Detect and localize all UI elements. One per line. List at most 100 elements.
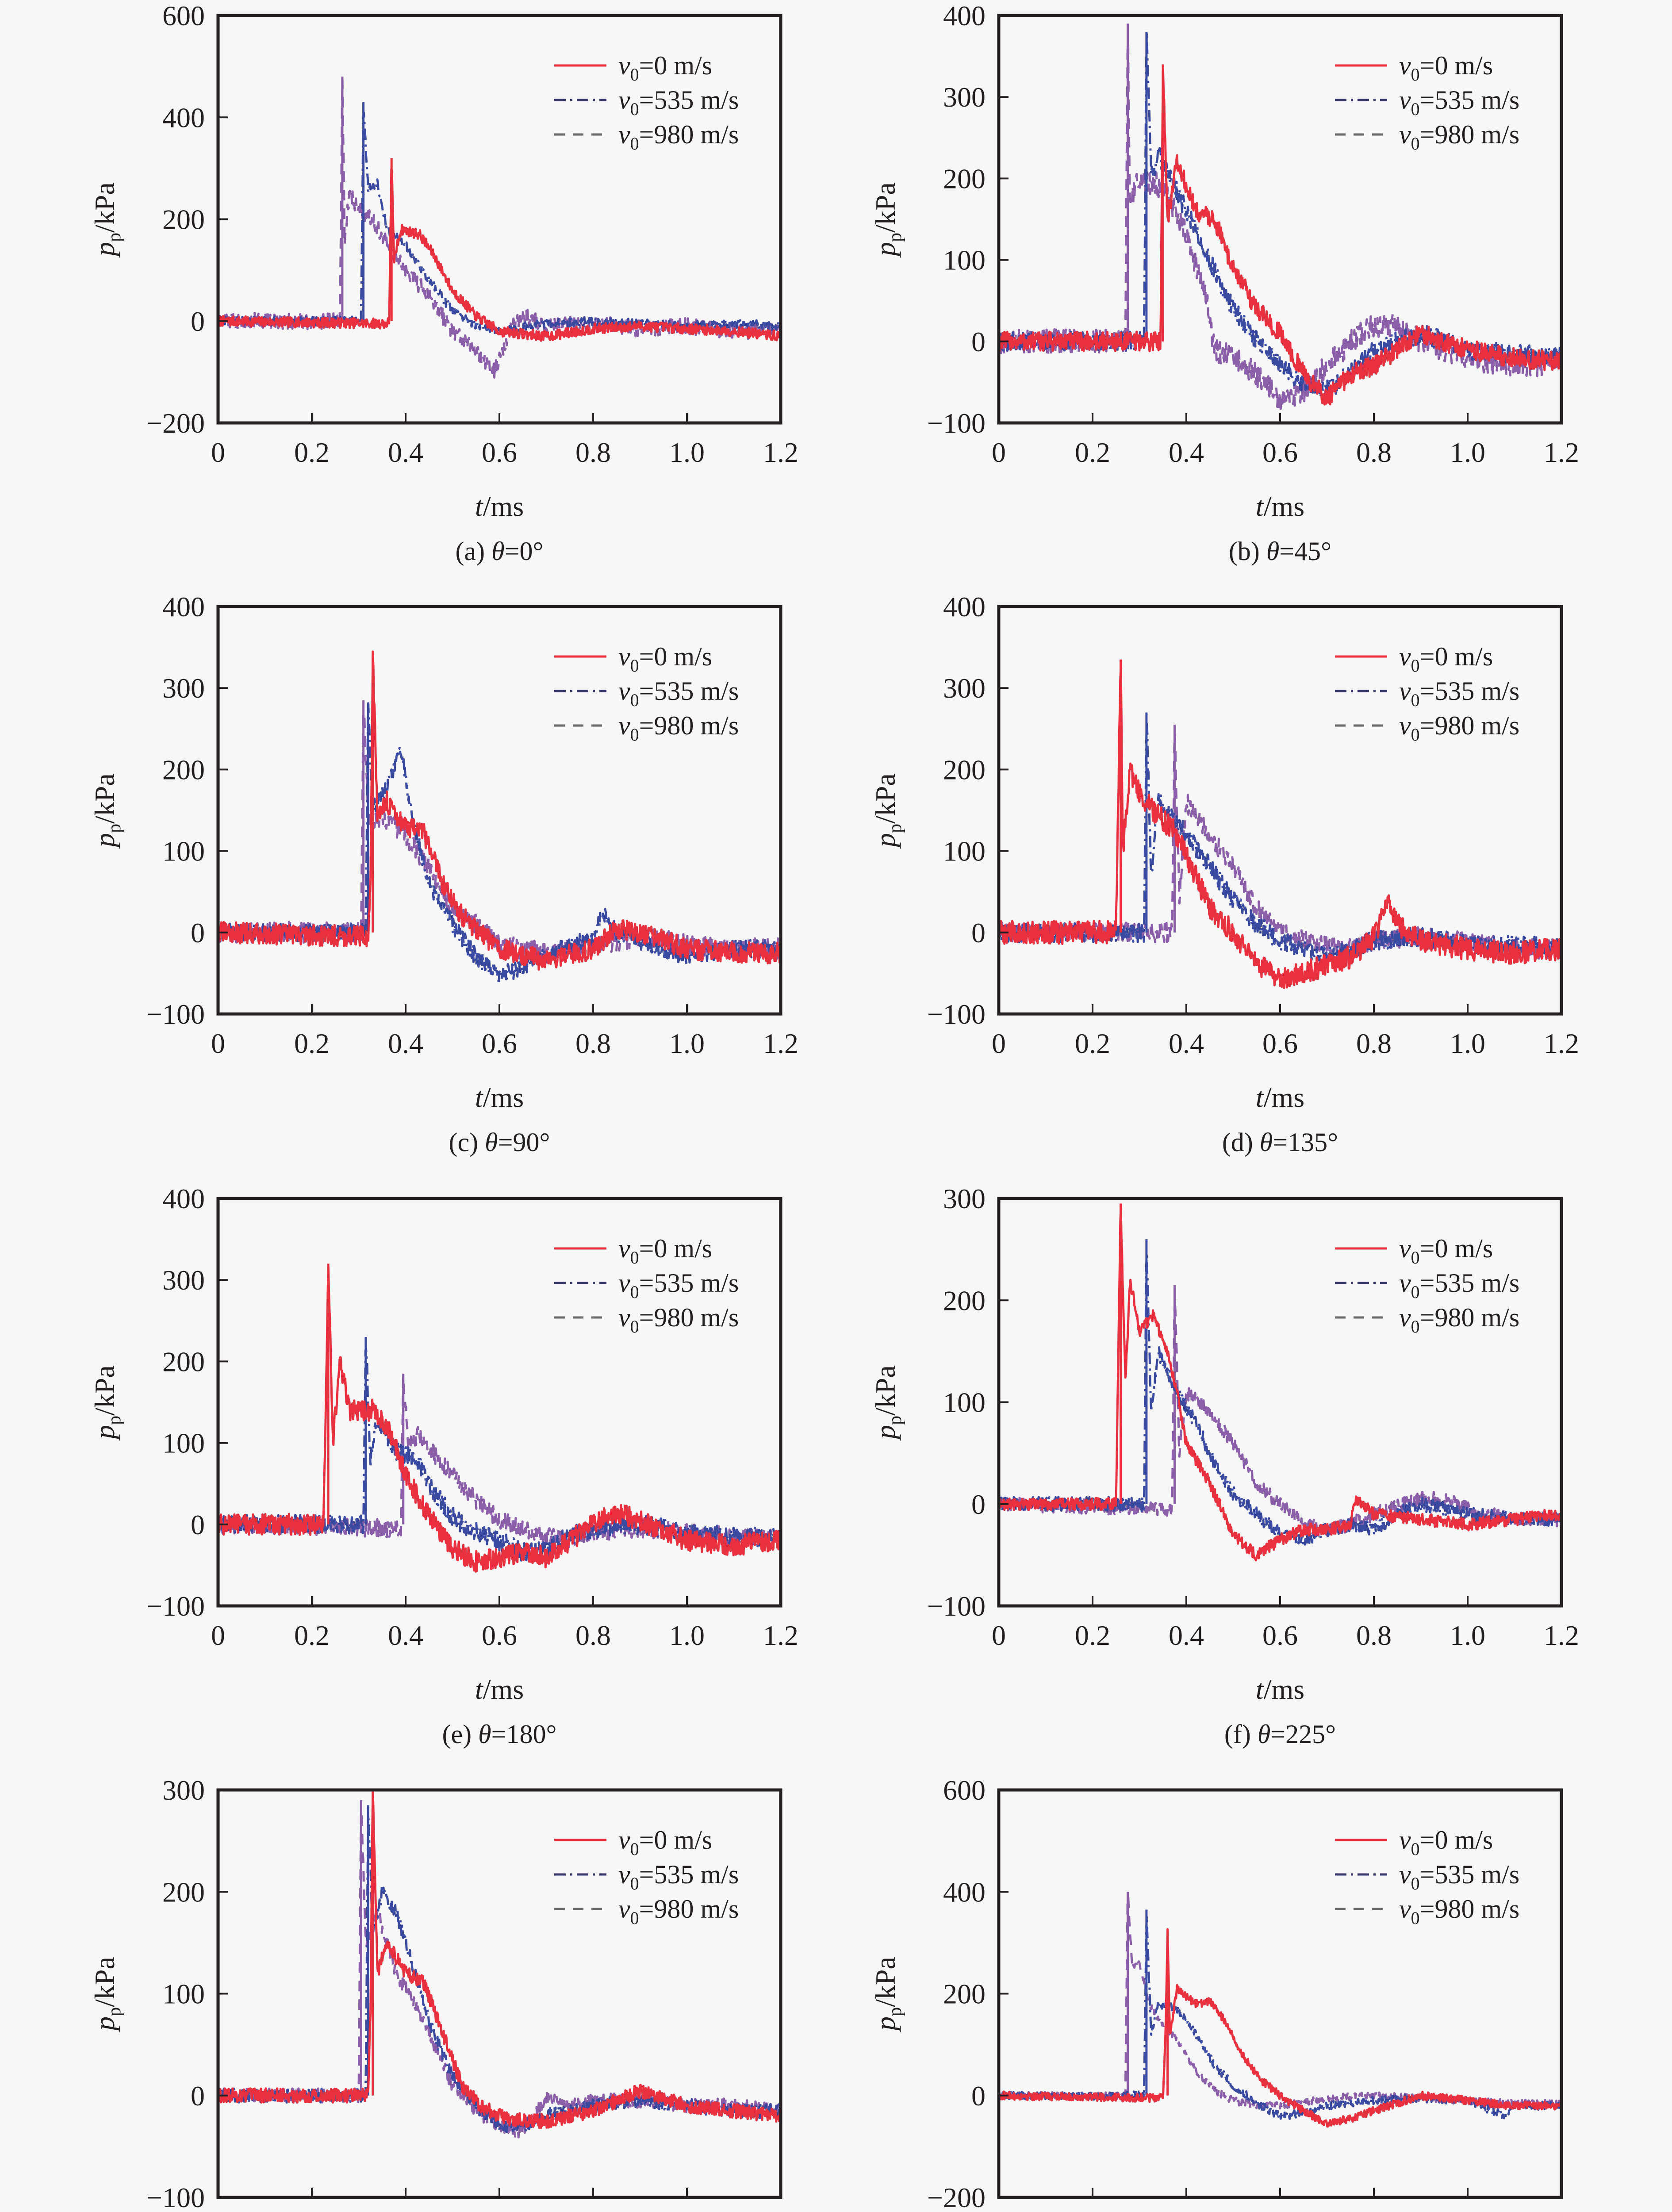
legend-label-v535: v0=535 m/s xyxy=(618,85,739,119)
series-line-v0 xyxy=(218,650,781,971)
x-tick-label: 0 xyxy=(992,2211,1006,2212)
x-tick-label: 1.0 xyxy=(669,1028,705,1059)
x-tick-label: 0 xyxy=(211,1028,225,1059)
x-tick-label: 0.8 xyxy=(575,437,611,468)
series-line-v535 xyxy=(999,721,1561,964)
series-line-v0 xyxy=(999,1928,1561,2128)
series-group xyxy=(999,659,1561,989)
series-line-v0 xyxy=(999,667,1561,989)
subplot-h: 00.20.40.60.81.01.2−2000200400600t/mspp/… xyxy=(870,1774,1579,2212)
x-tick-label: 0.6 xyxy=(482,2211,517,2212)
subplot-b: 0 0.2 0.4 0.6 0.8 1.0 1.2−1000100200300400t/ms… xyxy=(870,0,1579,566)
legend-label-v0: v0=0 m/s xyxy=(1399,1825,1493,1859)
series-line-v980 xyxy=(999,1895,1561,2111)
y-tick-label: 400 xyxy=(162,102,205,133)
x-tick-label: 0 xyxy=(211,437,225,468)
x-tick-label: 0.2 xyxy=(294,2211,330,2212)
y-tick-label: 100 xyxy=(943,836,986,867)
legend-label-v980: v0=980 m/s xyxy=(618,711,739,745)
x-tick-label: 0.6 xyxy=(1262,437,1298,468)
series-line-v535 xyxy=(999,31,1561,400)
y-tick-label: 600 xyxy=(943,1774,986,1806)
legend-label-v535: v0=535 m/s xyxy=(618,1268,739,1302)
x-axis-label: t/ms xyxy=(1256,1674,1304,1705)
x-tick-label: 0.6 xyxy=(1262,1028,1298,1059)
x-tick-label: 0.4 xyxy=(1169,2211,1204,2212)
x-tick-label: 0.2 xyxy=(1075,437,1110,468)
y-axis-label: pp/kPa xyxy=(89,1957,125,2032)
series-line-v0 xyxy=(999,68,1561,406)
subplot-f: 0 0.2 0.4 0.6 0.8 1.0 1.2−1000100200300t/mspp/… xyxy=(870,1183,1579,1749)
series-line-v980 xyxy=(218,713,781,964)
y-tick-label: 300 xyxy=(943,1183,986,1214)
x-tick-label: 1.0 xyxy=(1450,2211,1485,2212)
y-tick-label: 200 xyxy=(162,1346,205,1377)
x-tick-label: 1.2 xyxy=(763,2211,798,2212)
legend: v0=0 m/sv0=535 m/sv0=980 m/s xyxy=(1335,51,1519,154)
x-tick-label: 0.6 xyxy=(1262,2211,1298,2212)
x-tick-label: 0.4 xyxy=(1169,437,1204,468)
subplot-caption: (c) θ=90° xyxy=(449,1128,550,1157)
x-tick-label: 0.8 xyxy=(1356,437,1392,468)
x-tick-label: 1.2 xyxy=(1544,2211,1579,2212)
legend-label-v0: v0=0 m/s xyxy=(1399,1234,1493,1267)
y-tick-label: 200 xyxy=(943,1978,986,2010)
series-group xyxy=(218,1263,781,1573)
x-tick-label: 1.2 xyxy=(1544,1028,1579,1059)
legend: v0=0 m/sv0=535 m/sv0=980 m/s xyxy=(554,1825,739,1928)
x-tick-label: 0.4 xyxy=(1169,1028,1204,1059)
y-tick-label: 0 xyxy=(971,2080,986,2112)
legend: v0=0 m/sv0=535 m/sv0=980 m/s xyxy=(554,51,739,154)
y-axis-label: pp/kPa xyxy=(870,182,905,258)
x-tick-label: 0.8 xyxy=(1356,1028,1392,1059)
y-tick-label: 0 xyxy=(191,1509,205,1540)
y-tick-label: 0 xyxy=(971,917,986,949)
legend-label-v980: v0=980 m/s xyxy=(618,1303,739,1336)
legend: v0=0 m/sv0=535 m/sv0=980 m/s xyxy=(554,1234,739,1336)
y-tick-label: 400 xyxy=(162,591,205,622)
subplot-e: 0 0.2 0.4 0.6 0.8 1.0 1.2−1000100200300400t/ms… xyxy=(89,1183,798,1749)
x-tick-label: 0.2 xyxy=(294,1620,330,1651)
x-tick-label: 0.8 xyxy=(1356,1620,1392,1651)
legend-label-v535: v0=535 m/s xyxy=(1399,1860,1519,1893)
x-tick-label: 0 xyxy=(992,437,1006,468)
x-tick-label: 0.6 xyxy=(1262,1620,1298,1651)
x-tick-label: 0.6 xyxy=(482,1028,517,1059)
series-line-v980 xyxy=(999,41,1561,410)
y-tick-label: −200 xyxy=(927,2182,986,2212)
y-axis-label: pp/kPa xyxy=(89,773,125,849)
y-tick-label: 200 xyxy=(162,204,205,235)
subplot-caption: (b) θ=45° xyxy=(1229,537,1331,566)
series-group xyxy=(218,77,781,379)
series-line-v980 xyxy=(218,1375,781,1549)
y-tick-label: 0 xyxy=(191,2080,205,2112)
x-tick-label: 0.8 xyxy=(1356,2211,1392,2212)
subplot-c: 0 0.2 0.4 0.6 0.8 1.0 1.2−1000100200300400t/ms… xyxy=(89,591,798,1157)
y-tick-label: 300 xyxy=(943,672,986,704)
x-tick-label: 1.0 xyxy=(1450,1028,1485,1059)
series-line-v0 xyxy=(999,1207,1561,1562)
legend-label-v535: v0=535 m/s xyxy=(618,1860,739,1893)
y-axis-label: pp/kPa xyxy=(870,1365,905,1441)
y-tick-label: 0 xyxy=(971,1489,986,1520)
legend-label-v980: v0=980 m/s xyxy=(1399,711,1519,745)
x-tick-label: 0 xyxy=(211,1620,225,1651)
y-tick-label: 100 xyxy=(943,245,986,276)
x-tick-label: 0.4 xyxy=(388,1620,423,1651)
y-tick-label: 0 xyxy=(191,917,205,949)
x-tick-label: 0 xyxy=(211,2211,225,2212)
y-tick-label: 600 xyxy=(162,0,205,31)
x-axis-label: t/ms xyxy=(475,1674,524,1705)
legend-label-v535: v0=535 m/s xyxy=(1399,676,1519,710)
y-tick-label: −100 xyxy=(146,1590,205,1622)
series-line-v0 xyxy=(218,168,781,342)
x-tick-label: 1.0 xyxy=(669,2211,705,2212)
y-tick-label: 0 xyxy=(971,326,986,357)
y-tick-label: 100 xyxy=(162,1978,205,2010)
x-tick-label: 0.2 xyxy=(294,437,330,468)
legend: v0=0 m/sv0=535 m/sv0=980 m/s xyxy=(554,642,739,745)
y-tick-label: 400 xyxy=(162,1183,205,1214)
legend-label-v980: v0=980 m/s xyxy=(1399,1303,1519,1336)
y-tick-label: −100 xyxy=(146,998,205,1030)
y-tick-label: 100 xyxy=(162,836,205,867)
